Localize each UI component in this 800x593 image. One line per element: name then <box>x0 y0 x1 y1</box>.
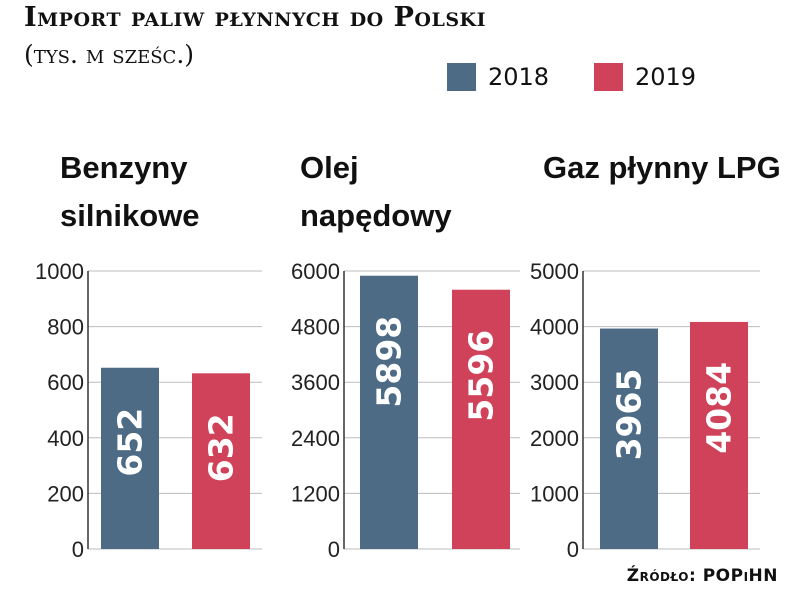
bar-olej-2019 <box>452 289 510 549</box>
source-note: Źródło: POPiHN <box>626 566 778 586</box>
y-tick-label-olej: 1200 <box>291 481 340 506</box>
bar-value-label-lpg-2018: 3965 <box>610 369 649 461</box>
y-tick-label-lpg: 0 <box>567 537 579 562</box>
y-tick-label-benzyny: 400 <box>47 426 84 451</box>
y-tick-label-benzyny: 200 <box>47 481 84 506</box>
y-tick-label-lpg: 5000 <box>530 259 579 284</box>
legend-swatch-2018 <box>447 63 476 91</box>
bar-value-label-olej-2018: 5898 <box>370 316 409 408</box>
legend-swatch-2019 <box>594 63 623 91</box>
bar-olej-2018 <box>360 275 418 549</box>
panel-title-line: Benzyny <box>60 150 188 185</box>
y-tick-label-benzyny: 600 <box>47 370 84 395</box>
y-tick-label-lpg: 1000 <box>530 481 579 506</box>
bar-lpg-2019 <box>690 321 748 549</box>
panel-title-lpg: Gaz płynny LPG <box>543 144 781 192</box>
legend-item-2018: 2018 <box>447 60 549 94</box>
legend-item-2019: 2019 <box>594 60 696 94</box>
y-tick-label-olej: 4800 <box>291 315 340 340</box>
bar-value-label-benzyny-2019: 632 <box>202 413 241 482</box>
bar-value-label-olej-2019: 5596 <box>462 330 501 422</box>
panel-title-line: napędowy <box>300 198 452 233</box>
bar-benzyny-2018 <box>101 367 159 549</box>
legend-label-2018: 2018 <box>488 63 550 91</box>
bar-value-label-benzyny-2018: 652 <box>111 408 150 477</box>
bar-value-label-lpg-2019: 4084 <box>700 362 739 454</box>
y-tick-label-benzyny: 800 <box>47 315 84 340</box>
legend-label-2019: 2019 <box>635 63 697 91</box>
y-tick-label-benzyny: 1000 <box>35 259 84 284</box>
y-tick-label-olej: 6000 <box>291 259 340 284</box>
panel-title-line: Olej <box>300 150 359 185</box>
y-tick-label-olej: 2400 <box>291 426 340 451</box>
y-tick-label-lpg: 2000 <box>530 426 579 451</box>
chart-subtitle: (tys. m sześc.) <box>24 40 195 69</box>
y-tick-label-lpg: 4000 <box>530 315 579 340</box>
panel-title-line: silnikowe <box>60 198 200 233</box>
bar-lpg-2018 <box>600 328 658 549</box>
panel-title-line: Gaz płynny LPG <box>543 150 781 185</box>
y-tick-label-olej: 0 <box>328 537 340 562</box>
chart-title: Import paliw płynnych do Polski <box>24 2 486 33</box>
y-tick-label-benzyny: 0 <box>72 537 84 562</box>
panel-title-benzyny: Benzyny silnikowe <box>60 144 200 240</box>
y-tick-label-olej: 3600 <box>291 370 340 395</box>
bar-benzyny-2019 <box>192 373 250 549</box>
y-tick-label-lpg: 3000 <box>530 370 579 395</box>
panel-title-olej: Olej napędowy <box>300 144 452 240</box>
